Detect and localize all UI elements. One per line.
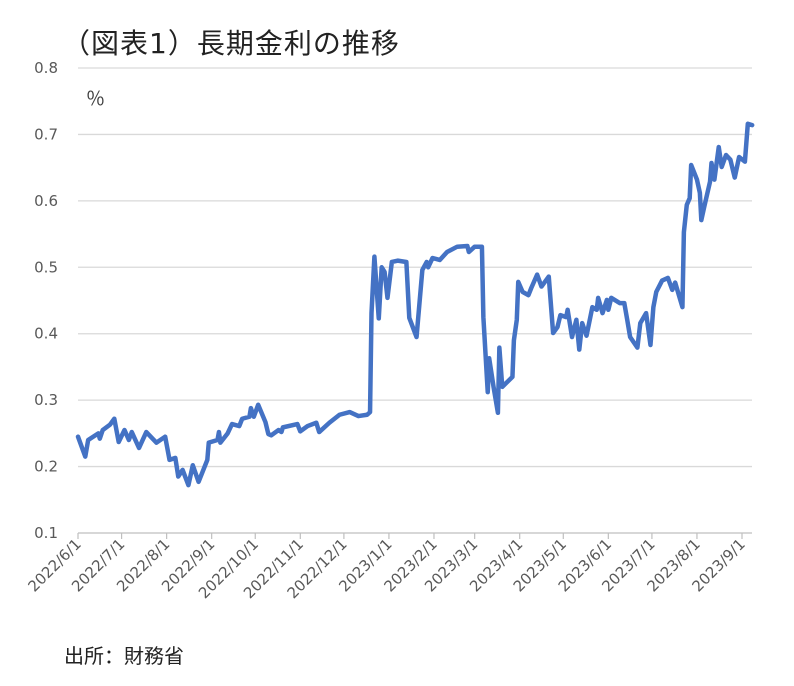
y-tick-label: 0.7 [34,125,58,143]
x-axis-ticks: 2022/6/12022/7/12022/8/12022/9/12022/10/… [24,533,749,602]
y-tick-label: 0.2 [34,458,58,476]
y-tick-label: 0.6 [34,192,58,210]
chart-title: （図表1）長期金利の推移 [62,27,400,60]
y-tick-label: 0.5 [34,258,58,276]
series-line [75,121,755,488]
y-axis-ticks: 0.1 0.2 0.3 0.4 0.5 0.6 0.7 0.8 [34,59,58,542]
y-tick-label: 0.8 [34,59,58,77]
y-tick-label: 0.1 [34,524,58,542]
source-note: 出所：財務省 [64,644,184,668]
series-layer [75,121,755,488]
y-tick-label: 0.4 [34,325,58,343]
gridlines [78,67,752,534]
y-axis-unit-label: ％ [86,88,106,110]
y-tick-label: 0.3 [34,391,58,409]
